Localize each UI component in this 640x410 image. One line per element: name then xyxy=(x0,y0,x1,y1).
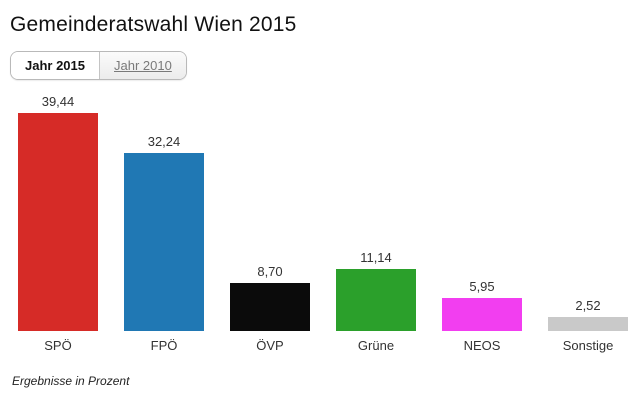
bar-value-label: 5,95 xyxy=(469,279,495,294)
bar-group-neos: 5,95 NEOS xyxy=(442,279,522,354)
bar-sonstige[interactable] xyxy=(548,317,628,331)
bar-group-sp: 39,44 SPÖ xyxy=(18,94,98,354)
bar-value-label: 11,14 xyxy=(360,250,392,265)
bar-chart: 39,44 SPÖ 32,24 FPÖ 8,70 ÖVP 11,14 Grüne 5,95 NEO… xyxy=(18,94,630,354)
bar-group-fp: 32,24 FPÖ xyxy=(124,134,204,354)
bar-neos[interactable] xyxy=(442,298,522,331)
bar-category-label: Grüne xyxy=(357,338,395,353)
bar-value-label: 8,70 xyxy=(257,264,283,279)
year-tab-group: Jahr 2015 Jahr 2010 xyxy=(10,51,187,80)
chart-footnote: Ergebnisse in Prozent xyxy=(12,374,130,388)
bar-value-label: 2,52 xyxy=(575,298,601,313)
bar-value-label: 32,24 xyxy=(147,134,181,149)
bar-category-label: ÖVP xyxy=(256,338,284,353)
tab-jahr-2010[interactable]: Jahr 2010 xyxy=(100,52,186,79)
chart-widget: Gemeinderatswahl Wien 2015 Jahr 2015 Jah… xyxy=(10,13,630,388)
bar-category-label: Sonstige xyxy=(562,338,614,353)
bar-grne[interactable] xyxy=(336,269,416,331)
bar-sp[interactable] xyxy=(18,113,98,331)
bar-group-vp: 8,70 ÖVP xyxy=(230,264,310,354)
bar-fp[interactable] xyxy=(124,153,204,331)
bar-category-label: NEOS xyxy=(463,338,501,353)
bar-category-label: FPÖ xyxy=(150,338,178,353)
tab-jahr-2015[interactable]: Jahr 2015 xyxy=(11,52,100,79)
bar-value-label: 39,44 xyxy=(41,94,75,109)
page-title: Gemeinderatswahl Wien 2015 xyxy=(10,13,297,36)
bar-group-sonstige: 2,52 Sonstige xyxy=(548,298,628,354)
bar-group-grne: 11,14 Grüne xyxy=(336,250,416,354)
bar-vp[interactable] xyxy=(230,283,310,331)
bar-category-label: SPÖ xyxy=(44,338,72,353)
